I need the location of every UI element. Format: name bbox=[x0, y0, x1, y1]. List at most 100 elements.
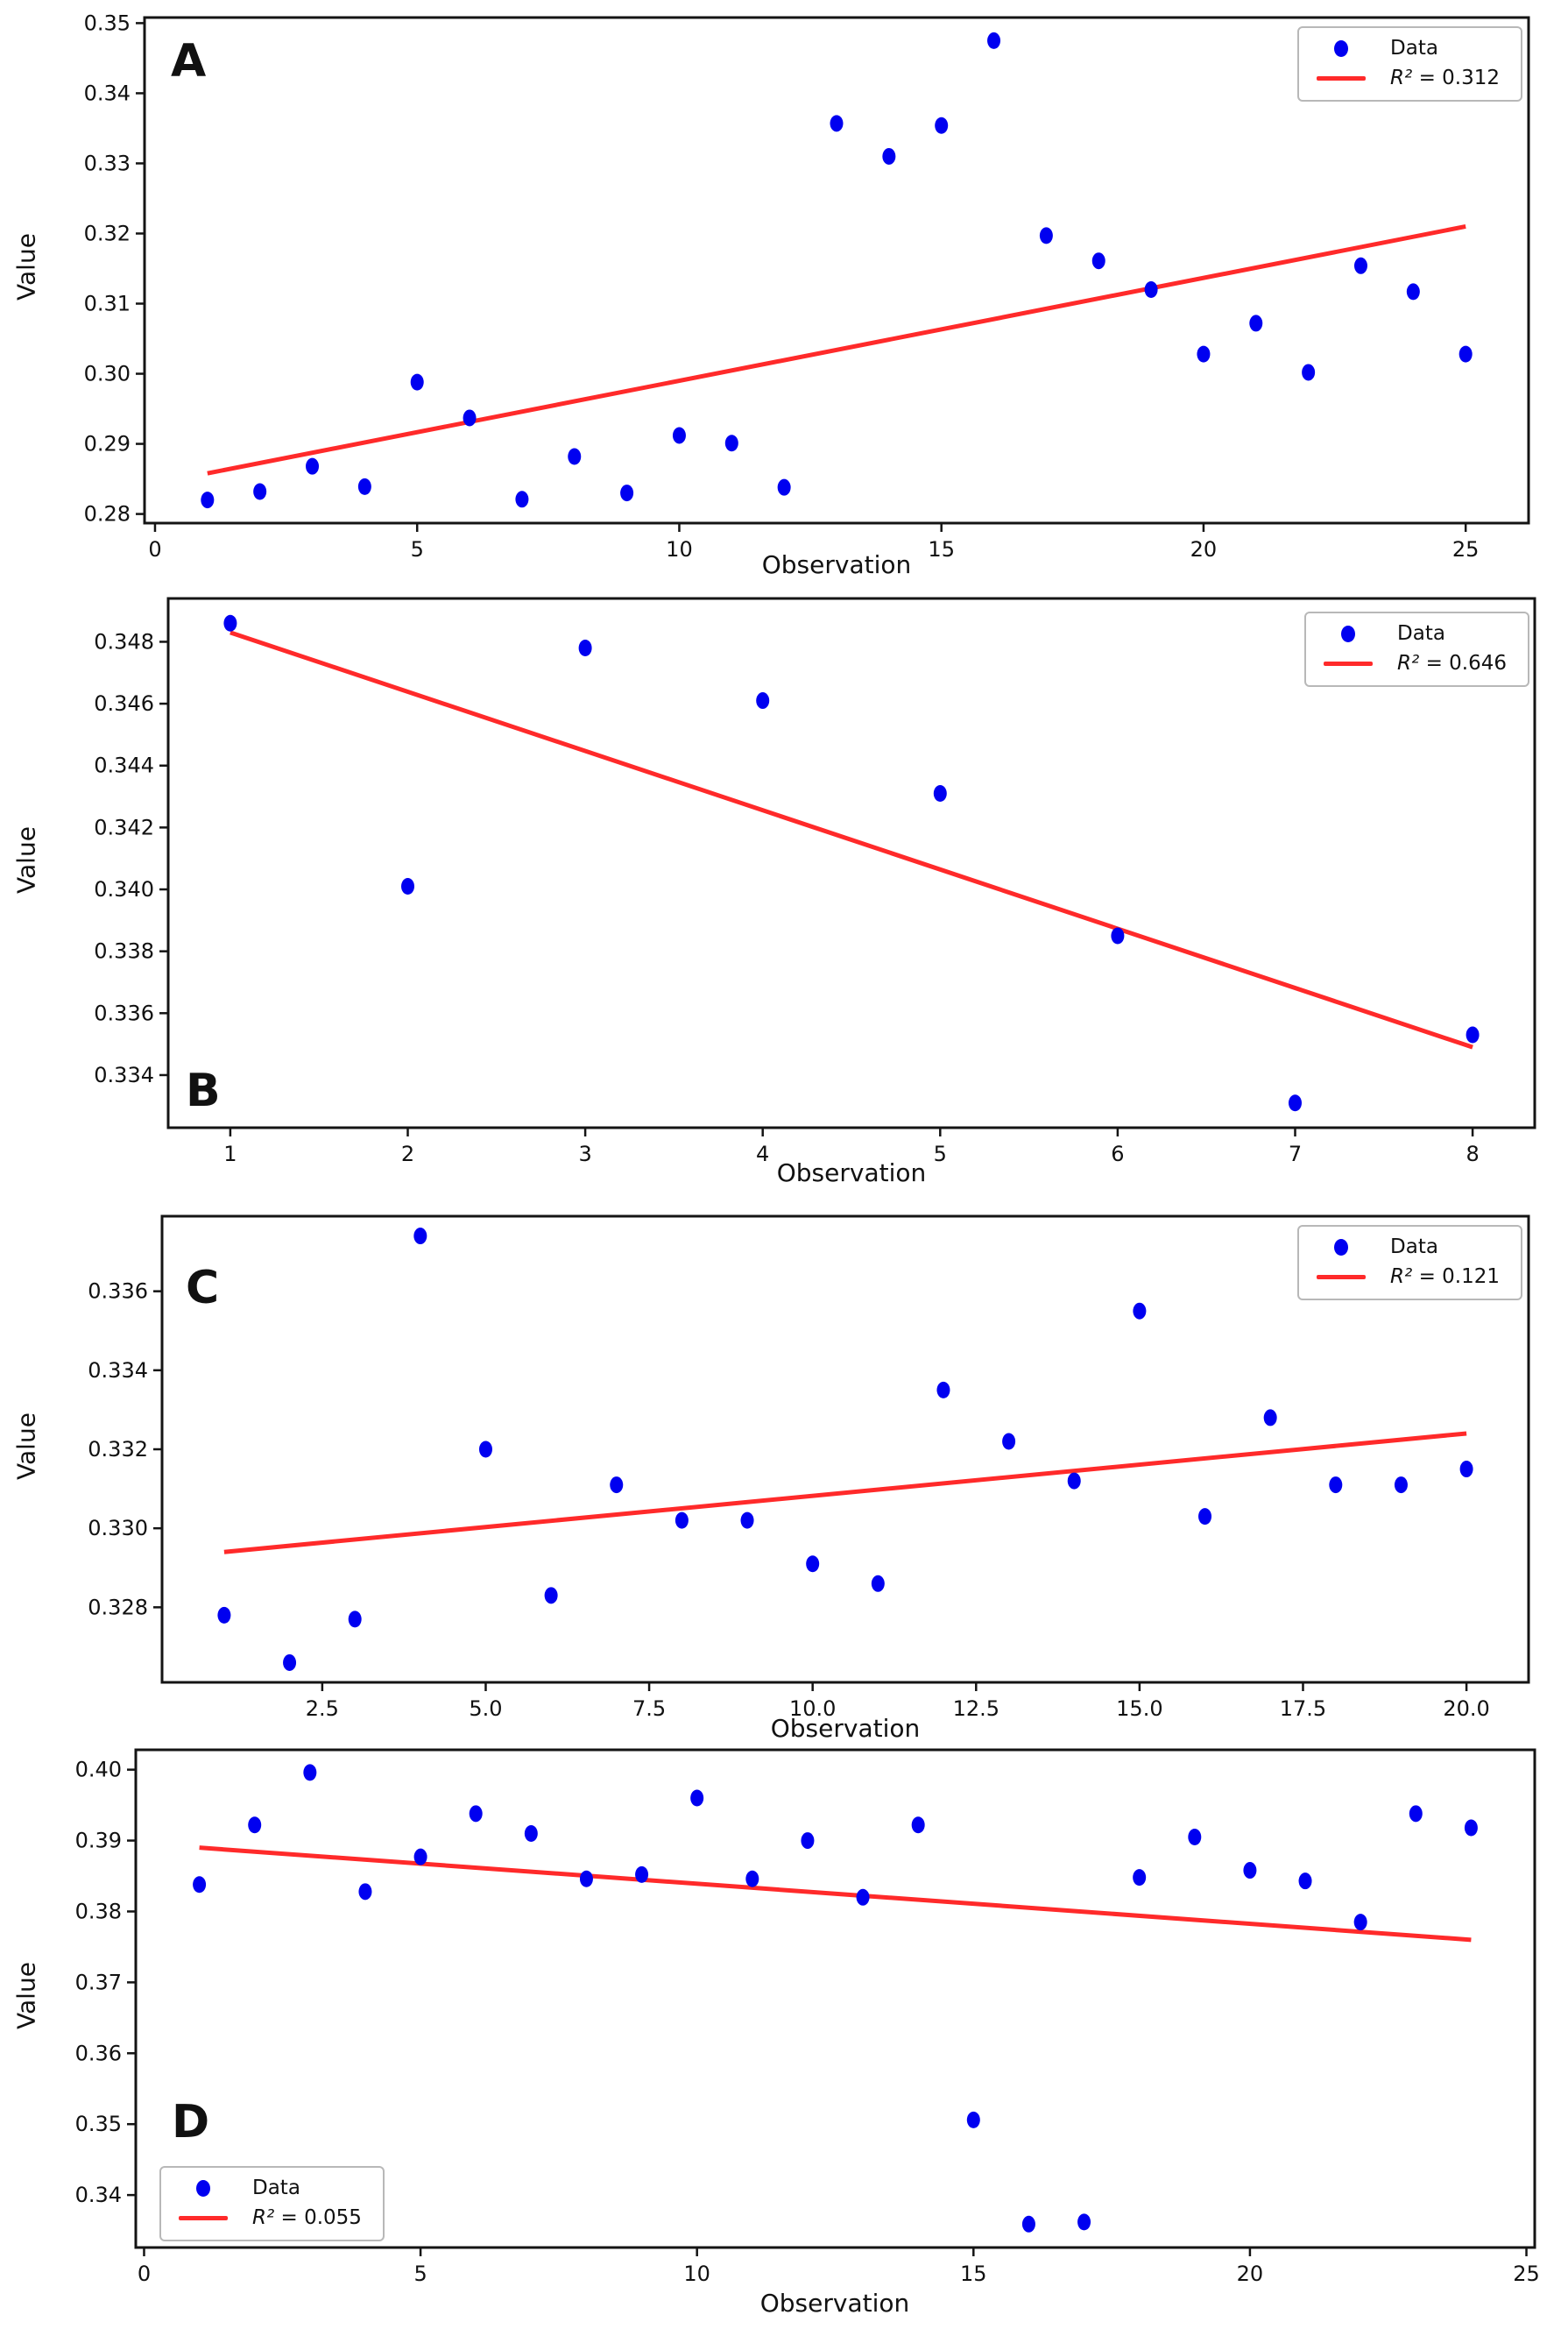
svg-text:0.39: 0.39 bbox=[75, 1829, 122, 1853]
svg-text:0: 0 bbox=[138, 2262, 151, 2286]
svg-text:25: 25 bbox=[1513, 2262, 1540, 2286]
svg-text:0.348: 0.348 bbox=[94, 629, 154, 654]
svg-text:20: 20 bbox=[1237, 2262, 1264, 2286]
svg-text:10: 10 bbox=[683, 2262, 710, 2286]
svg-text:7.5: 7.5 bbox=[632, 1696, 666, 1721]
svg-text:0.37: 0.37 bbox=[75, 1970, 122, 1994]
legend-c: Data R² = 0.121 bbox=[1297, 1225, 1522, 1300]
plot-area-b: 1 2 3 4 5 6 7 8 0.334 0.336 0.338 0.340 0.342 0.344 0.… bbox=[94, 597, 1536, 1166]
legend-item-data: Data bbox=[1322, 622, 1507, 645]
svg-text:0.334: 0.334 bbox=[88, 1358, 148, 1383]
legend-r2-label: R² = 0.121 bbox=[1390, 1265, 1500, 1288]
legend-r2-label: R² = 0.312 bbox=[1390, 67, 1500, 89]
svg-text:0.332: 0.332 bbox=[88, 1437, 148, 1462]
trend-line-icon bbox=[179, 2215, 228, 2220]
svg-text:0.336: 0.336 bbox=[88, 1279, 148, 1304]
trend-line-icon bbox=[1317, 75, 1367, 81]
svg-text:0.35: 0.35 bbox=[84, 11, 131, 35]
svg-text:5: 5 bbox=[934, 1142, 947, 1166]
svg-text:1: 1 bbox=[223, 1142, 237, 1166]
data-marker-icon bbox=[1334, 1238, 1349, 1256]
legend-item-r2: R² = 0.312 bbox=[1315, 67, 1500, 89]
svg-text:0.36: 0.36 bbox=[75, 2041, 122, 2065]
svg-text:0.33: 0.33 bbox=[84, 151, 131, 175]
svg-text:15: 15 bbox=[928, 537, 955, 562]
svg-text:2.5: 2.5 bbox=[306, 1696, 339, 1721]
svg-text:10: 10 bbox=[666, 537, 693, 562]
data-marker-icon bbox=[1334, 39, 1349, 57]
x-axis-label: Observation bbox=[761, 550, 912, 579]
svg-text:0.29: 0.29 bbox=[84, 432, 131, 457]
legend-b: Data R² = 0.646 bbox=[1304, 612, 1529, 687]
svg-text:0: 0 bbox=[148, 537, 161, 562]
svg-text:0.328: 0.328 bbox=[88, 1595, 148, 1619]
svg-text:3: 3 bbox=[578, 1142, 591, 1166]
legend-item-r2: R² = 0.646 bbox=[1322, 652, 1507, 675]
svg-text:2: 2 bbox=[401, 1142, 414, 1166]
legend-item-r2: R² = 0.121 bbox=[1315, 1265, 1500, 1288]
svg-text:0.34: 0.34 bbox=[84, 81, 131, 105]
legend-item-r2: R² = 0.055 bbox=[177, 2206, 362, 2229]
svg-text:0.38: 0.38 bbox=[75, 1899, 122, 1923]
legend-data-label: Data bbox=[252, 2177, 300, 2199]
data-marker-icon bbox=[1341, 625, 1356, 642]
legend-r2-label: R² = 0.646 bbox=[1397, 652, 1507, 675]
panel-letter-d: D bbox=[172, 2096, 210, 2148]
svg-text:0.330: 0.330 bbox=[88, 1516, 148, 1540]
svg-text:0.346: 0.346 bbox=[94, 691, 154, 716]
trend-line-icon bbox=[1324, 661, 1374, 666]
svg-text:0.31: 0.31 bbox=[84, 292, 131, 316]
svg-text:17.5: 17.5 bbox=[1280, 1696, 1326, 1721]
panel-c: 2.5 5.0 7.5 10.0 12.5 15.0 17.5 20.0 0.328 0.330 0… bbox=[0, 1192, 1568, 1744]
legend-data-label: Data bbox=[1390, 1235, 1438, 1258]
x-axis-label: Observation bbox=[776, 1158, 927, 1187]
svg-text:0.338: 0.338 bbox=[94, 939, 154, 964]
svg-text:0.34: 0.34 bbox=[75, 2183, 122, 2207]
svg-text:5: 5 bbox=[413, 2262, 427, 2286]
y-axis-label: Value bbox=[11, 826, 41, 894]
svg-text:0.28: 0.28 bbox=[84, 502, 131, 527]
plot-area-c: 2.5 5.0 7.5 10.0 12.5 15.0 17.5 20.0 0.328 0.330 0… bbox=[88, 1214, 1530, 1721]
trend-line-icon bbox=[1317, 1274, 1367, 1279]
svg-text:8: 8 bbox=[1466, 1142, 1479, 1166]
legend-item-data: Data bbox=[1315, 37, 1500, 60]
svg-text:0.344: 0.344 bbox=[94, 754, 154, 778]
svg-text:5.0: 5.0 bbox=[469, 1696, 502, 1721]
svg-text:0.334: 0.334 bbox=[94, 1063, 154, 1087]
svg-text:20: 20 bbox=[1190, 537, 1218, 562]
y-axis-label: Value bbox=[11, 1962, 41, 2029]
svg-text:15.0: 15.0 bbox=[1116, 1696, 1162, 1721]
svg-text:6: 6 bbox=[1111, 1142, 1124, 1166]
panel-letter-a: A bbox=[171, 35, 207, 88]
svg-text:25: 25 bbox=[1452, 537, 1480, 562]
legend-data-label: Data bbox=[1397, 622, 1445, 645]
svg-text:0.35: 0.35 bbox=[75, 2112, 122, 2136]
x-axis-label: Observation bbox=[770, 1714, 921, 1743]
legend-item-data: Data bbox=[177, 2177, 362, 2199]
plot-area-a: 0 5 10 15 20 25 0.28 0.29 0.30 0.31 0.32 0.33 0.34 0.… bbox=[84, 11, 1530, 562]
legend-item-data: Data bbox=[1315, 1235, 1500, 1258]
data-marker-icon bbox=[196, 2179, 210, 2197]
y-axis-label: Value bbox=[11, 1412, 41, 1480]
svg-text:0.340: 0.340 bbox=[94, 877, 154, 902]
panel-a: 0 5 10 15 20 25 0.28 0.29 0.30 0.31 0.32 0.33 0.34 0.… bbox=[0, 0, 1568, 579]
y-axis-label: Value bbox=[11, 233, 41, 301]
x-axis-label: Observation bbox=[759, 2289, 910, 2318]
legend-a: Data R² = 0.312 bbox=[1297, 26, 1522, 102]
panel-d: 0 5 10 15 20 25 0.34 0.35 0.36 0.37 0.38 0.39 0.40 V… bbox=[0, 1744, 1568, 2329]
panel-b: 1 2 3 4 5 6 7 8 0.334 0.336 0.338 0.340 0.342 0.344 0.… bbox=[0, 578, 1568, 1192]
svg-text:4: 4 bbox=[756, 1142, 769, 1166]
svg-text:20.0: 20.0 bbox=[1443, 1696, 1489, 1721]
svg-text:0.342: 0.342 bbox=[94, 815, 154, 839]
svg-text:5: 5 bbox=[411, 537, 424, 562]
panel-letter-c: C bbox=[186, 1262, 220, 1314]
svg-text:0.32: 0.32 bbox=[84, 221, 131, 245]
svg-text:7: 7 bbox=[1289, 1142, 1302, 1166]
plot-area-d: 0 5 10 15 20 25 0.34 0.35 0.36 0.37 0.38 0.39 0.40 bbox=[75, 1748, 1540, 2286]
legend-data-label: Data bbox=[1390, 37, 1438, 60]
panel-letter-b: B bbox=[186, 1065, 221, 1117]
svg-text:15: 15 bbox=[960, 2262, 987, 2286]
legend-d: Data R² = 0.055 bbox=[159, 2166, 385, 2241]
svg-text:0.336: 0.336 bbox=[94, 1001, 154, 1025]
